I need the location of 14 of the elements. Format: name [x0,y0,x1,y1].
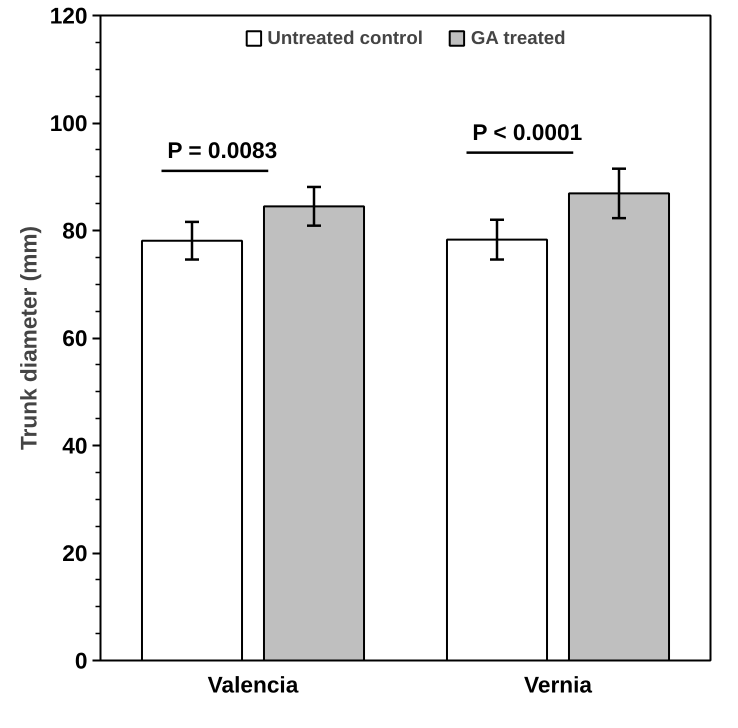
y-tick-label: 80 [62,218,88,244]
annotation: P < 0.0001 [472,118,582,145]
x-tick-label: Valencia [208,672,299,698]
y-tick-label: 0 [74,648,88,674]
y-tick-label: 20 [62,540,88,566]
legend-label: Untreated control [267,27,423,49]
y-axis-title: Trunk diameter (mm) [16,226,42,450]
y-tick-label: 100 [50,110,88,136]
annotation: P = 0.0083 [167,137,278,164]
x-tick-label: Vernia [524,672,592,698]
y-tick-label: 60 [62,325,88,351]
y-tick-label: 120 [50,2,88,28]
y-tick-label: 40 [62,432,88,458]
legend-label: GA treated [470,27,566,49]
